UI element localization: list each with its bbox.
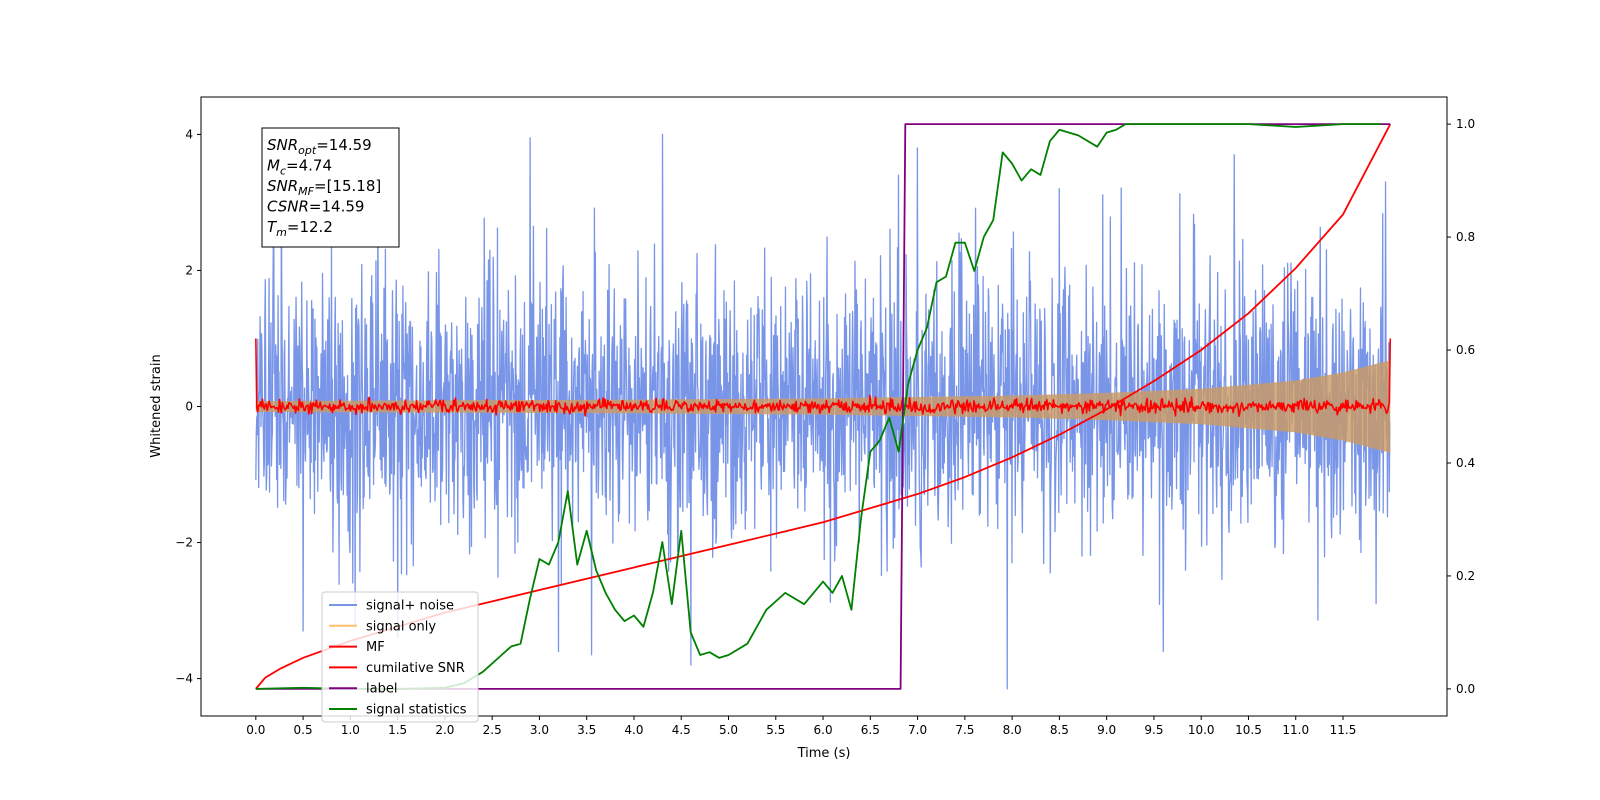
y-tick-label: −2 bbox=[175, 536, 193, 550]
x-tick-label: 7.0 bbox=[908, 723, 927, 737]
info-line: Tm=12.2 bbox=[267, 218, 333, 239]
x-tick-label: 0.5 bbox=[294, 723, 313, 737]
x-axis-label: Time (s) bbox=[797, 746, 851, 761]
legend: signal+ noise signal only MF cumilative SNR… bbox=[321, 591, 479, 723]
x-tick-label: 4.0 bbox=[624, 723, 643, 737]
y-tick-label: 0 bbox=[185, 400, 193, 414]
y-tick-label-right: 0.2 bbox=[1456, 569, 1475, 583]
x-tick-label: 2.0 bbox=[435, 723, 454, 737]
info-line: Mc=4.74 bbox=[267, 157, 332, 178]
y-axis-label: Whitened strain bbox=[149, 354, 164, 457]
info-box: SNRopt=14.59Mc=4.74SNRMF=[15.18]CSNR=14.… bbox=[261, 127, 400, 248]
y-tick-label: 2 bbox=[185, 263, 193, 277]
x-tick-label: 5.5 bbox=[766, 723, 785, 737]
x-tick-label: 2.5 bbox=[483, 723, 502, 737]
y-tick-label-right: 0.0 bbox=[1456, 682, 1475, 696]
x-tick-label: 4.5 bbox=[672, 723, 691, 737]
legend-frame bbox=[321, 591, 479, 723]
info-line: SNRopt=14.59 bbox=[267, 136, 372, 157]
x-tick-label: 0.0 bbox=[246, 723, 265, 737]
series-signal-noise-line bbox=[255, 133, 1391, 690]
x-tick-label: 3.5 bbox=[577, 723, 596, 737]
x-tick-label: 7.5 bbox=[955, 723, 974, 737]
y-tick-label-right: 0.4 bbox=[1456, 456, 1475, 470]
y-tick-label-right: 0.8 bbox=[1456, 230, 1475, 244]
y-tick-label-right: 0.6 bbox=[1456, 343, 1475, 357]
series-signal-statistics-line bbox=[255, 123, 1381, 690]
x-tick-label: 10.5 bbox=[1235, 723, 1262, 737]
axes: 0.0 0.5 1.0 1.5 2.0 2.5 3.0 3.5 4.0 4.5 5.0 5.5 6.0 6… bbox=[175, 117, 1475, 737]
x-tick-label: 6.0 bbox=[814, 723, 833, 737]
info-line: SNRMF=[15.18] bbox=[267, 177, 381, 198]
x-tick-label: 9.0 bbox=[1097, 723, 1116, 737]
y-tick-label-right: 1.0 bbox=[1456, 117, 1475, 131]
y-tick-label: 4 bbox=[185, 127, 193, 141]
legend-label: signal+ noise bbox=[366, 599, 454, 614]
x-tick-label: 6.5 bbox=[861, 723, 880, 737]
info-box-frame bbox=[261, 127, 400, 248]
info-line: CSNR=14.59 bbox=[267, 198, 364, 216]
x-tick-label: 9.5 bbox=[1144, 723, 1163, 737]
legend-label: label bbox=[366, 682, 397, 697]
legend-label: MF bbox=[366, 640, 385, 655]
legend-label: cumilative SNR bbox=[366, 661, 465, 676]
series-mf-line bbox=[255, 338, 1392, 418]
x-tick-label: 8.0 bbox=[1003, 723, 1022, 737]
legend-label: signal only bbox=[366, 619, 436, 634]
y-tick-label: −4 bbox=[175, 672, 193, 686]
x-tick-label: 8.5 bbox=[1050, 723, 1069, 737]
x-tick-label: 3.0 bbox=[530, 723, 549, 737]
x-tick-label: 1.0 bbox=[341, 723, 360, 737]
legend-label: signal statistics bbox=[366, 703, 467, 718]
x-tick-label: 11.0 bbox=[1282, 723, 1309, 737]
x-tick-label: 5.0 bbox=[719, 723, 738, 737]
x-tick-label: 11.5 bbox=[1330, 723, 1357, 737]
x-tick-label: 1.5 bbox=[388, 723, 407, 737]
x-tick-label: 10.0 bbox=[1188, 723, 1215, 737]
